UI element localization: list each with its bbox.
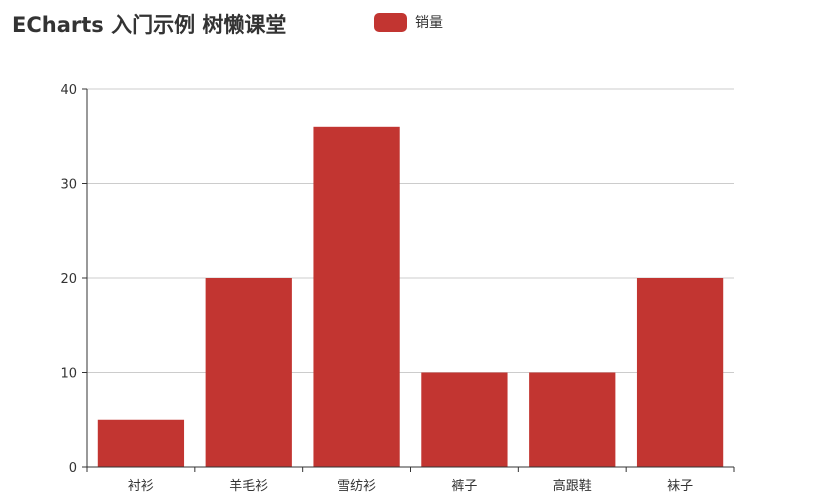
y-tick-label: 10 (60, 367, 77, 382)
y-tick-label: 30 (60, 178, 77, 193)
legend-swatch (374, 12, 407, 32)
legend[interactable]: 销量 (374, 12, 443, 32)
x-tick-label: 袜子 (667, 479, 693, 494)
chart-title: ECharts 入门示例 树懒课堂 (12, 13, 287, 37)
legend-label: 销量 (415, 15, 443, 31)
bar[interactable] (636, 278, 724, 467)
bar[interactable] (421, 372, 508, 468)
bar[interactable] (313, 126, 400, 468)
bar[interactable] (205, 278, 292, 467)
y-tick-label: 20 (60, 272, 77, 287)
x-tick-label: 裤子 (451, 479, 477, 494)
x-tick-label: 羊毛衫 (229, 478, 268, 494)
y-tick-label: 0 (69, 461, 77, 476)
x-tick-label: 衬衫 (128, 479, 154, 494)
y-tick-label: 40 (60, 83, 77, 98)
bar[interactable] (97, 419, 185, 467)
x-tick-label: 高跟鞋 (553, 478, 592, 494)
x-tick-label: 雪纺衫 (337, 479, 376, 494)
bar[interactable] (529, 372, 616, 468)
